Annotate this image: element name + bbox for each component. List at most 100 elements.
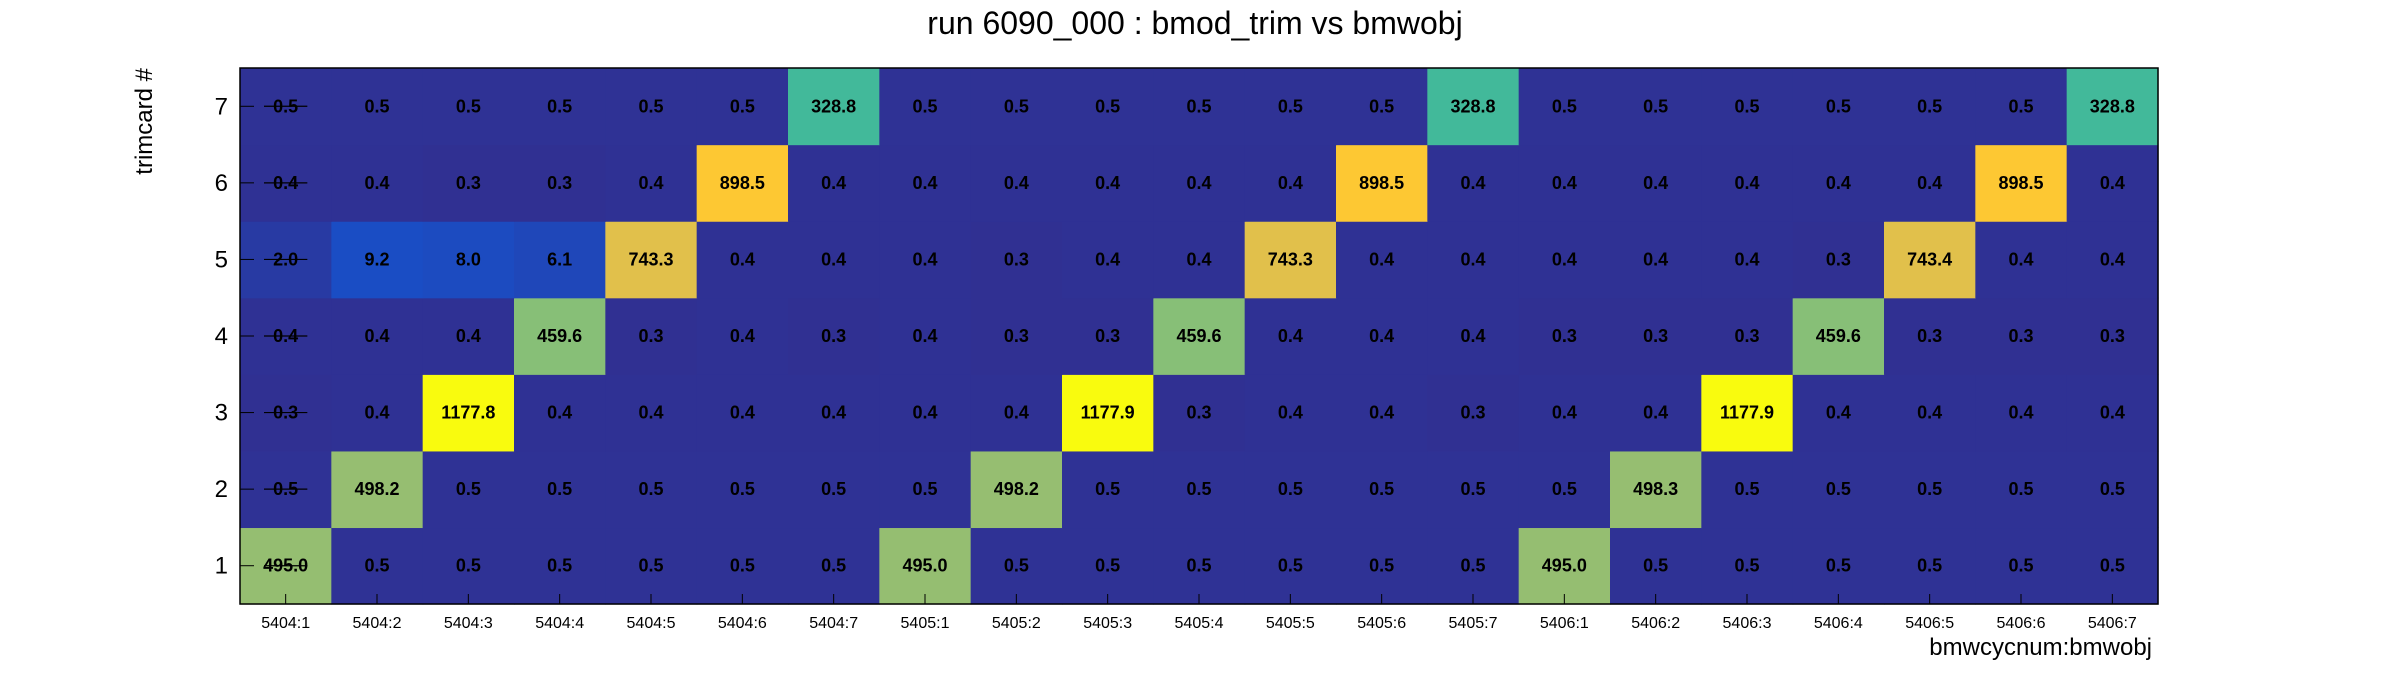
cell-value-label: 1177.8 xyxy=(441,403,495,423)
x-tick-label: 5405:5 xyxy=(1266,615,1315,632)
x-tick-label: 5405:2 xyxy=(992,615,1041,632)
heatmap-cell xyxy=(422,297,515,375)
cell-value-label: 0.5 xyxy=(821,479,846,499)
heatmap-cell xyxy=(879,297,972,375)
cell-value-label: 0.5 xyxy=(1095,479,1120,499)
heatmap-cell xyxy=(1701,144,1794,222)
cell-value-label: 0.5 xyxy=(1917,479,1942,499)
cell-value-label: 0.3 xyxy=(1460,403,1485,423)
heatmap-cell xyxy=(514,68,606,146)
heatmap-cell xyxy=(514,144,606,222)
y-tick-label: 2 xyxy=(215,476,228,503)
heatmap-cell xyxy=(1336,450,1428,529)
heatmap-cell xyxy=(1701,221,1794,299)
heatmap-cell xyxy=(1884,144,1976,222)
chart-title: run 6090_000 : bmod_trim vs bmwobj xyxy=(927,5,1462,41)
heatmap-cell xyxy=(1427,527,1520,605)
cell-value-label: 0.4 xyxy=(2008,249,2033,269)
heatmap-cell xyxy=(1792,144,1885,222)
cell-value-label: 0.5 xyxy=(547,96,572,116)
cell-value-label: 0.5 xyxy=(1004,96,1029,116)
heatmap-cell xyxy=(422,68,515,146)
cell-value-label: 0.5 xyxy=(821,556,846,576)
heatmap-cell xyxy=(696,68,789,146)
heatmap-cell xyxy=(1336,374,1428,452)
cell-value-label: 0.5 xyxy=(1734,96,1759,116)
heatmap-cells xyxy=(240,68,2159,605)
heatmap-cell xyxy=(879,527,972,605)
heatmap-cell xyxy=(788,68,880,146)
cell-value-label: 0.3 xyxy=(1095,326,1120,346)
heatmap-cell xyxy=(1792,374,1885,452)
heatmap-cell xyxy=(1336,297,1428,375)
heatmap-cell xyxy=(605,144,698,222)
cell-value-label: 0.5 xyxy=(1734,479,1759,499)
cell-value-label: 1177.9 xyxy=(1081,403,1135,423)
cell-value-label: 0.5 xyxy=(2100,479,2125,499)
heatmap-cell xyxy=(1153,68,1246,146)
x-tick-label: 5405:6 xyxy=(1357,615,1406,632)
heatmap-cell xyxy=(970,221,1063,299)
cell-value-label: 0.4 xyxy=(821,249,846,269)
x-tick-label: 5404:2 xyxy=(353,615,402,632)
heatmap-cell xyxy=(1244,221,1337,299)
cell-value-label: 8.0 xyxy=(456,249,481,269)
heatmap-cell xyxy=(605,221,698,299)
heatmap-cell xyxy=(1518,297,1611,375)
y-tick-label: 6 xyxy=(215,170,228,197)
heatmap-cell xyxy=(1884,450,1976,529)
cell-value-label: 0.5 xyxy=(1369,556,1394,576)
heatmap-cell xyxy=(788,297,880,375)
heatmap-cell xyxy=(879,221,972,299)
heatmap-cell xyxy=(879,144,972,222)
cell-value-label: 0.4 xyxy=(730,249,755,269)
heatmap-cell xyxy=(1518,374,1611,452)
x-tick-label: 5404:4 xyxy=(535,615,584,632)
heatmap-cell xyxy=(1518,450,1611,529)
cell-value-label: 328.8 xyxy=(2090,96,2135,116)
heatmap-cell xyxy=(1153,144,1246,222)
x-axis-label: bmwcycnum:bmwobj xyxy=(1929,634,2152,661)
heatmap-cell xyxy=(1336,527,1428,605)
x-tick-label: 5406:6 xyxy=(1997,615,2046,632)
cell-value-label: 498.2 xyxy=(994,479,1039,499)
heatmap-cell xyxy=(605,374,698,452)
cell-value-label: 743.3 xyxy=(628,249,673,269)
cell-value-label: 0.4 xyxy=(1278,326,1303,346)
cell-value-label: 0.4 xyxy=(1643,403,1668,423)
cell-value-label: 0.3 xyxy=(1186,403,1211,423)
cell-value-label: 0.5 xyxy=(456,479,481,499)
heatmap-cell xyxy=(1153,450,1246,529)
cell-value-label: 0.5 xyxy=(2100,556,2125,576)
heatmap-cell xyxy=(422,450,515,529)
heatmap-cell xyxy=(788,221,880,299)
cell-value-label: 0.3 xyxy=(1917,326,1942,346)
heatmap-cell xyxy=(1610,144,1702,222)
cell-value-label: 0.5 xyxy=(1095,96,1120,116)
cell-value-label: 0.3 xyxy=(1004,326,1029,346)
cell-value-label: 0.5 xyxy=(1917,556,1942,576)
cell-value-label: 0.4 xyxy=(1826,173,1851,193)
heatmap-cell xyxy=(1244,68,1337,146)
heatmap-cell xyxy=(1792,527,1885,605)
cell-value-label: 0.4 xyxy=(912,403,937,423)
cell-value-label: 0.4 xyxy=(1734,249,1759,269)
heatmap-cell xyxy=(788,144,880,222)
heatmap-cell xyxy=(788,527,880,605)
cell-value-label: 6.1 xyxy=(547,249,572,269)
heatmap-cell xyxy=(1244,374,1337,452)
cell-value-label: 898.5 xyxy=(1998,173,2043,193)
heatmap-cell xyxy=(970,527,1063,605)
cell-value-label: 0.5 xyxy=(2008,479,2033,499)
cell-value-label: 0.5 xyxy=(547,556,572,576)
heatmap-cell xyxy=(1062,297,1154,375)
cell-value-label: 0.5 xyxy=(1826,556,1851,576)
heatmap-cell xyxy=(1153,374,1246,452)
heatmap-cell xyxy=(2066,221,2159,299)
heatmap-cell xyxy=(514,527,606,605)
cell-value-label: 0.4 xyxy=(912,326,937,346)
heatmap-cell xyxy=(1884,68,1976,146)
cell-value-label: 0.4 xyxy=(1095,249,1120,269)
y-tick-label: 7 xyxy=(215,93,228,120)
